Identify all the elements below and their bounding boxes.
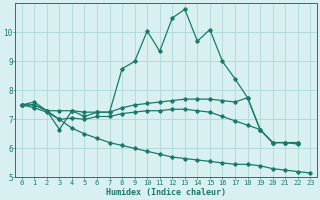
X-axis label: Humidex (Indice chaleur): Humidex (Indice chaleur): [106, 188, 226, 197]
